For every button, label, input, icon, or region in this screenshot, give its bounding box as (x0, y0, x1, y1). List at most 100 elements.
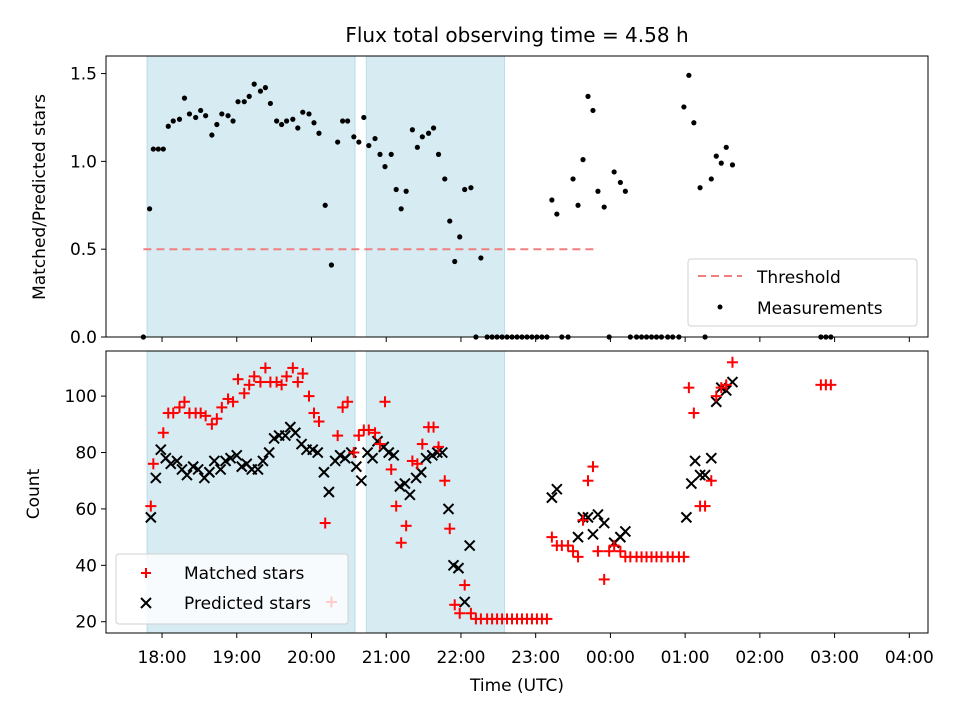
matched-star-marker (572, 551, 584, 563)
matched-star-marker (227, 396, 239, 408)
legend-predicted-swatch (140, 597, 152, 609)
matched-star-marker (297, 368, 309, 380)
matched-star-marker (587, 461, 599, 473)
bottom-y-axis-label: Count (24, 468, 44, 519)
measurement-point (686, 72, 692, 78)
marker-stroke (295, 438, 308, 450)
measurement-point (361, 114, 367, 121)
marker-stroke (436, 446, 448, 459)
x-tick-label: 02:00 (735, 648, 784, 668)
predicted-star-marker (431, 446, 443, 459)
matched-star-marker (416, 438, 428, 450)
measurement-point (723, 144, 729, 150)
marker-stroke (710, 396, 722, 408)
marker-stroke (592, 508, 604, 521)
matched-star-marker (433, 441, 445, 453)
observing-window (146, 55, 356, 338)
observing-windows-top (146, 55, 506, 338)
predicted-star-marker (263, 446, 275, 459)
measurement-point (462, 186, 468, 193)
matched-star-marker (238, 387, 250, 399)
matched-star-marker (157, 427, 169, 439)
marker-stroke (705, 452, 717, 464)
measurement-point (447, 218, 453, 224)
marker-stroke (150, 472, 162, 484)
measurement-point (176, 116, 183, 122)
marker-stroke (685, 477, 698, 490)
marker-stroke (155, 443, 167, 456)
matched-star-marker (705, 475, 717, 487)
x-tick-label: 21:00 (362, 648, 411, 668)
matched-star-marker (428, 421, 440, 433)
predicted-star-marker (252, 463, 264, 476)
measurement-point (468, 185, 474, 191)
measurement-point (419, 134, 425, 140)
predicted-star-marker (404, 489, 416, 501)
marker-stroke (361, 446, 374, 459)
measurement-point (718, 160, 724, 166)
measurement-point (372, 135, 378, 142)
predicted-star-marker (546, 491, 558, 504)
matched-star-marker (567, 545, 579, 557)
measurement-point (246, 93, 252, 99)
observing-window (365, 350, 506, 634)
top-legend-box (687, 258, 918, 327)
matched-star-marker (167, 407, 179, 419)
measurement-point (306, 111, 312, 117)
top-y-axis: 0.0 0.5 1.0 1.5 (70, 65, 106, 348)
marker-stroke (289, 427, 302, 439)
predicted-star-marker (155, 443, 167, 456)
legend-threshold-label: Threshold (756, 268, 841, 288)
y-tick-label: 0.0 (70, 328, 97, 348)
marker-stroke (366, 452, 379, 464)
marker-stroke (355, 475, 368, 487)
marker-stroke (307, 443, 319, 456)
x-tick-label: 18:00 (138, 648, 187, 668)
marker-stroke (619, 525, 632, 538)
measurement-point (590, 107, 596, 114)
marker-stroke (463, 539, 476, 552)
matched-star-marker (465, 607, 477, 619)
predicted-star-marker (318, 466, 330, 478)
measurement-point (150, 146, 156, 152)
measurement-point (170, 118, 176, 124)
measurement-point (198, 107, 204, 114)
marker-stroke (263, 446, 275, 459)
predicted-star-marker (150, 472, 162, 484)
matched-star-marker (678, 551, 690, 563)
measurement-point (283, 118, 290, 124)
matched-star-marker (577, 514, 589, 526)
marker-stroke (442, 503, 455, 515)
predicted-star-marker (685, 477, 698, 490)
marker-stroke (383, 446, 395, 459)
legend-matched-swatch (141, 568, 151, 578)
predicted-star-marker (165, 458, 177, 470)
measurement-point (356, 139, 362, 145)
measurement-point (155, 146, 161, 152)
measurement-point (274, 118, 280, 124)
measurement-point (160, 146, 166, 152)
matched-star-marker (683, 382, 695, 394)
measurement-point (335, 139, 341, 145)
marker-stroke (458, 596, 471, 608)
measurement-point (225, 113, 231, 119)
marker-stroke (689, 455, 701, 467)
marker-stroke (447, 559, 460, 572)
measurement-point (311, 120, 317, 126)
matched-star-marker (248, 370, 260, 382)
measurement-point (611, 169, 617, 175)
matched-star-marker (232, 373, 244, 385)
measurement-point (295, 125, 301, 131)
measurement-point (708, 176, 714, 182)
marker-stroke (192, 463, 204, 476)
measurement-point (554, 211, 560, 217)
measurement-point (388, 151, 394, 157)
matched-star-marker (206, 418, 218, 430)
predicted-star-marker (592, 508, 604, 521)
measurement-point (181, 95, 188, 101)
marker-stroke (452, 562, 465, 574)
marker-stroke (279, 429, 292, 442)
legend-measurements-label: Measurements (757, 299, 883, 319)
x-tick-label: 23:00 (511, 648, 560, 668)
